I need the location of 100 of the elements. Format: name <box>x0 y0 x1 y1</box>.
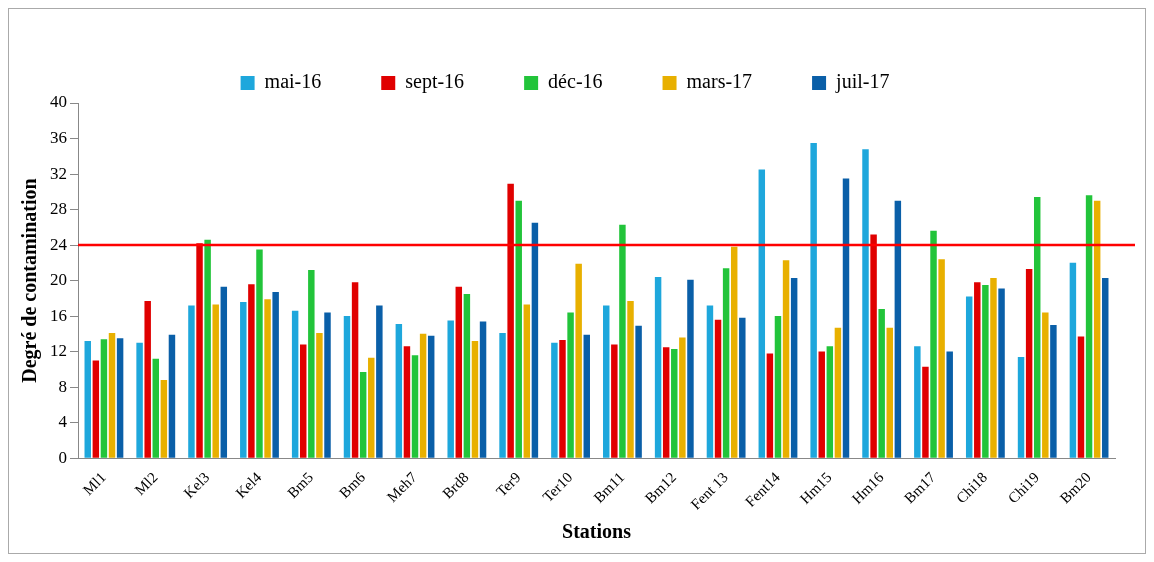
y-tick-label: 20 <box>50 270 67 290</box>
y-tick-label: 32 <box>50 163 67 183</box>
legend-label: juil-17 <box>835 70 890 94</box>
bar <box>368 357 375 458</box>
bar <box>1077 336 1085 458</box>
bar <box>204 239 211 458</box>
bar <box>220 286 228 458</box>
bar <box>324 312 331 458</box>
bar <box>1042 312 1049 458</box>
bar <box>256 249 263 458</box>
bar <box>308 269 315 458</box>
bar <box>1033 197 1041 458</box>
bar <box>168 334 176 458</box>
bar <box>635 325 642 458</box>
y-tick-label: 24 <box>50 234 68 254</box>
bar <box>714 319 722 458</box>
x-tick-label: Ml1 <box>79 469 109 499</box>
bar <box>758 169 766 458</box>
bar <box>100 339 108 458</box>
bar <box>722 268 730 458</box>
bar <box>1050 324 1057 458</box>
bar <box>300 344 307 458</box>
bar <box>974 282 981 458</box>
y-tick-label: 28 <box>50 199 67 219</box>
bar <box>671 348 678 458</box>
bar <box>982 285 989 458</box>
bar <box>619 224 626 458</box>
bar <box>886 327 893 458</box>
bar <box>291 310 299 458</box>
bar <box>706 305 714 458</box>
y-tick-label: 0 <box>58 447 67 467</box>
bar <box>152 358 160 458</box>
y-tick-label: 36 <box>50 127 67 147</box>
bar <box>427 335 435 458</box>
bar <box>395 324 403 458</box>
x-axis-title: Stations <box>562 520 632 543</box>
bar <box>842 178 850 458</box>
bar <box>144 301 151 458</box>
bar <box>507 183 514 458</box>
bar <box>998 288 1005 458</box>
bar <box>108 332 116 458</box>
bar <box>116 338 124 458</box>
bar <box>212 304 219 458</box>
bar <box>810 142 817 458</box>
bar <box>559 340 566 458</box>
y-tick-label: 16 <box>50 305 67 325</box>
bar <box>188 305 195 458</box>
bar <box>782 260 790 458</box>
bar <box>523 304 531 458</box>
bar <box>240 301 247 458</box>
bar <box>834 327 842 458</box>
bar <box>196 243 203 458</box>
bar <box>922 366 929 458</box>
bar <box>739 317 746 458</box>
bar <box>766 353 774 458</box>
x-tick-label: Ml2 <box>131 469 161 499</box>
bar <box>471 340 479 458</box>
bar <box>248 284 255 458</box>
bar <box>654 277 662 458</box>
bar <box>1069 262 1077 458</box>
bar <box>583 334 590 458</box>
bar <box>316 332 323 458</box>
bar <box>862 149 869 458</box>
legend-label: sept-16 <box>405 70 465 94</box>
bar <box>272 292 279 458</box>
bar <box>160 380 168 458</box>
bar <box>376 305 383 458</box>
bar <box>1093 200 1101 458</box>
bar <box>92 360 100 458</box>
bar <box>351 282 359 458</box>
bar <box>575 263 582 458</box>
y-tick-label: 4 <box>58 412 68 432</box>
bar <box>687 279 694 458</box>
y-axis-title: Degré de contamination <box>18 178 42 383</box>
bar <box>403 346 411 458</box>
bar <box>818 351 825 458</box>
bar <box>343 316 351 458</box>
bar <box>463 293 471 458</box>
y-tick-label: 8 <box>58 376 67 396</box>
bar <box>878 308 885 458</box>
bar <box>1017 356 1025 458</box>
bar <box>662 347 670 458</box>
bar <box>531 222 539 458</box>
bar <box>965 296 973 458</box>
bar <box>826 346 834 458</box>
bar <box>1085 195 1093 458</box>
bar <box>499 332 506 458</box>
bar <box>567 312 574 458</box>
bar <box>136 342 143 458</box>
bar <box>264 299 271 458</box>
bar <box>938 259 945 458</box>
x-tick-label: Fent 13 <box>687 469 732 513</box>
bar <box>990 277 997 458</box>
bar <box>447 320 454 458</box>
bar <box>870 234 877 458</box>
bar <box>894 200 902 458</box>
legend-label: mai-16 <box>264 70 322 93</box>
bar <box>679 337 686 458</box>
bar <box>515 200 522 458</box>
legend-label: mars-17 <box>686 70 753 93</box>
